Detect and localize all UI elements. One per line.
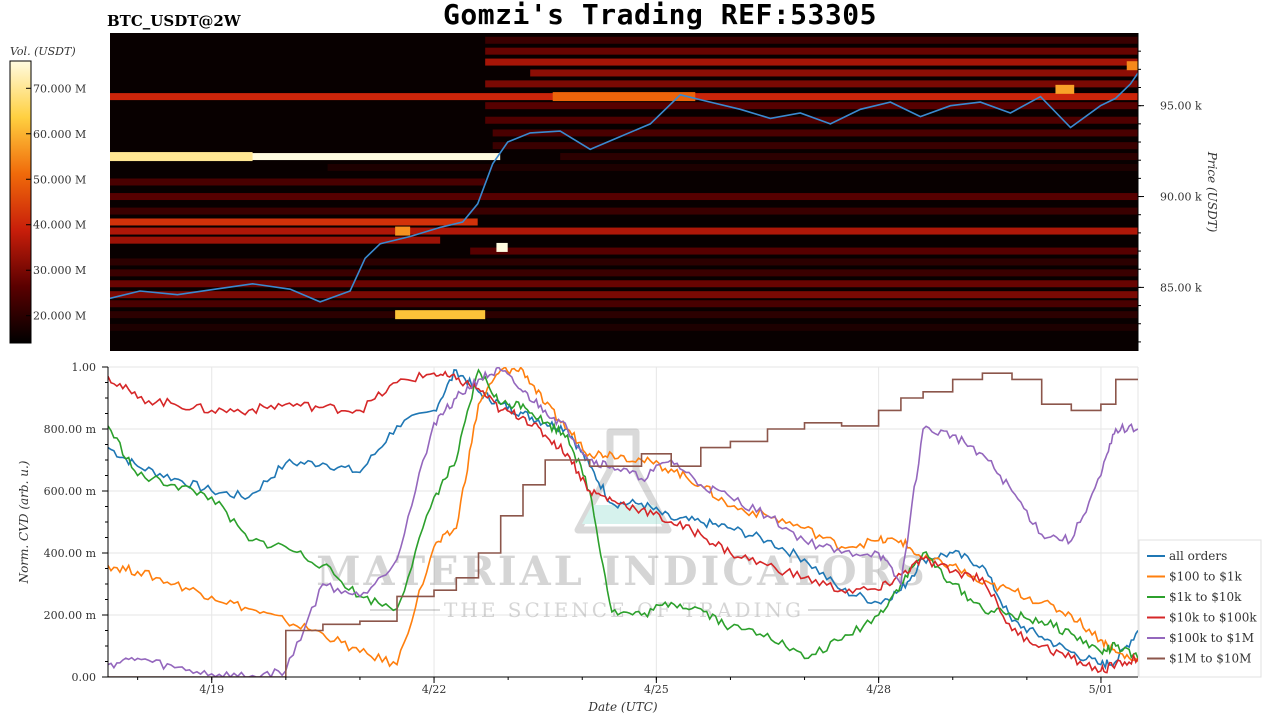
colorbar-label: Vol. (USDT) [10,45,76,58]
cvd-panel: MATERIAL INDICATORS THE SCIENCE OF TRADI… [17,361,1262,714]
heatmap-band-2 [485,58,1138,66]
heatmap-band-20 [110,258,1138,266]
colorbar-scale [9,60,32,344]
colorbar-tick-label: 20.000 M [33,310,86,323]
price-tick-label: 90.00 k [1160,191,1202,204]
heatmap-band-26 [110,323,1138,331]
cvd-x-axis-label: Date (UTC) [587,700,657,714]
colorbar-tick-label: 30.000 M [33,264,86,277]
heatmap-panel: 85.00 k 90.00 k 95.00 k Price (USDT) [110,33,1219,351]
watermark-brand: MATERIAL INDICATORS [316,548,928,595]
cvd-x-tick-label: 4/22 [422,683,447,696]
heatmap-band-13 [110,178,486,186]
colorbar-tick-label: 50.000 M [33,173,86,186]
cvd-y-tick-label: 1.00 [72,361,97,374]
cvd-y-tick-label: 400.00 m [44,547,97,560]
heatmap-band-19 [470,247,1138,255]
cvd-series-line-5 [108,372,1138,677]
heatmap-band-8 [492,129,1138,137]
cvd-y-tick-label: 600.00 m [44,485,97,498]
heatmap-band-25 [110,311,1138,319]
legend-box [1138,539,1262,678]
heatmap-band-9 [492,142,1138,150]
cvd-series-line-0 [108,369,1138,670]
cvd-series-line-2 [108,368,1138,660]
cvd-x-tick-label: 4/25 [644,683,669,696]
flask-icon [574,428,672,534]
colorbar-tick-label: 40.000 M [33,219,86,232]
legend-label-3: $10k to $100k [1169,611,1257,625]
cvd-x-tick-label: 4/19 [199,683,224,696]
heatmap-band-1 [485,47,1138,55]
volume-colorbar: Vol. (USDT) 20.000 M 30.000 M 40.000 M 50.0… [9,45,86,344]
cvd-legend: all orders $100 to $1k $1k to $10k $10k to … [1138,539,1262,678]
heatmap-band-4 [485,80,1138,88]
price-line [110,72,1138,303]
cvd-x-ticks: 4/19 4/22 4/25 4/28 5/01 [137,677,1114,696]
cvd-y-tick-label: 800.00 m [44,423,97,436]
heatmap-band-23 [110,291,1138,299]
legend-label-5: $1M to $10M [1169,652,1251,666]
heatmap-hot-spot-4 [552,92,696,102]
watermark-tagline: THE SCIENCE OF TRADING [444,598,804,622]
legend-label-4: $100k to $1M [1169,631,1254,645]
legend-label-0: all orders [1169,549,1227,563]
cvd-x-tick-label: 4/28 [866,683,891,696]
colorbar-tick-label: 60.000 M [33,128,86,141]
heatmap-band-6 [485,102,1138,110]
heatmap-hot-spot-3 [395,310,486,320]
watermark: MATERIAL INDICATORS THE SCIENCE OF TRADI… [316,428,928,622]
cvd-series-line-3 [108,370,1138,674]
price-axis-label: Price (USDT) [1205,151,1219,233]
heatmap-band-10 [110,153,501,161]
heatmap-hot-spot-6 [1126,61,1138,71]
heatmap-band-11 [560,153,1138,161]
price-axis-ticks: 85.00 k 90.00 k 95.00 k [1138,50,1202,343]
colorbar-ticks: 20.000 M 30.000 M 40.000 M 50.000 M 60.000 M… [26,82,86,323]
heatmap-band-22 [110,280,1138,288]
heatmap-band-21 [110,269,1138,277]
heatmap-band-7 [485,116,1138,124]
colorbar-tick-label: 70.000 M [33,82,86,95]
cvd-y-tick-label: 200.00 m [44,609,97,622]
cvd-y-tick-label: 0.00 [72,671,97,684]
cvd-series-lines [108,367,1138,677]
heatmap-hot-spot-2 [496,242,508,252]
heatmap-hot-spots [110,61,1138,320]
heatmap-hot-spot-0 [110,152,253,162]
symbol-label: BTC_USDT@2W [107,12,241,30]
heatmap-band-18 [110,236,441,244]
heatmap-band-17 [110,227,1138,235]
cvd-x-tick-label: 5/01 [1089,683,1114,696]
heatmap-hot-spot-5 [1055,84,1075,94]
heatmap-band-16 [110,218,478,226]
heatmap-band-24 [110,300,1138,308]
heatmap-band-0 [485,36,1138,44]
price-tick-label: 85.00 k [1160,281,1202,294]
heatmap-hot-spot-1 [395,226,411,236]
cvd-series-line-4 [108,367,1138,677]
price-tick-label: 95.00 k [1160,100,1202,113]
legend-label-2: $1k to $10k [1169,590,1242,604]
heatmap-band-14 [110,193,1138,201]
cvd-y-ticks: 0.00 200.00 m 400.00 m 600.00 m 800.00 m 1.00 [44,361,108,684]
page-title: Gomzi's Trading REF:53305 [443,0,877,31]
heatmap-band-12 [327,163,1138,171]
heatmap-band-15 [110,207,1138,215]
cvd-y-axis-label: Norm. CVD (arb. u.) [17,460,31,584]
heatmap-band-3 [530,69,1138,77]
heatmap-bands [110,36,1138,331]
legend-label-1: $100 to $1k [1169,570,1242,584]
